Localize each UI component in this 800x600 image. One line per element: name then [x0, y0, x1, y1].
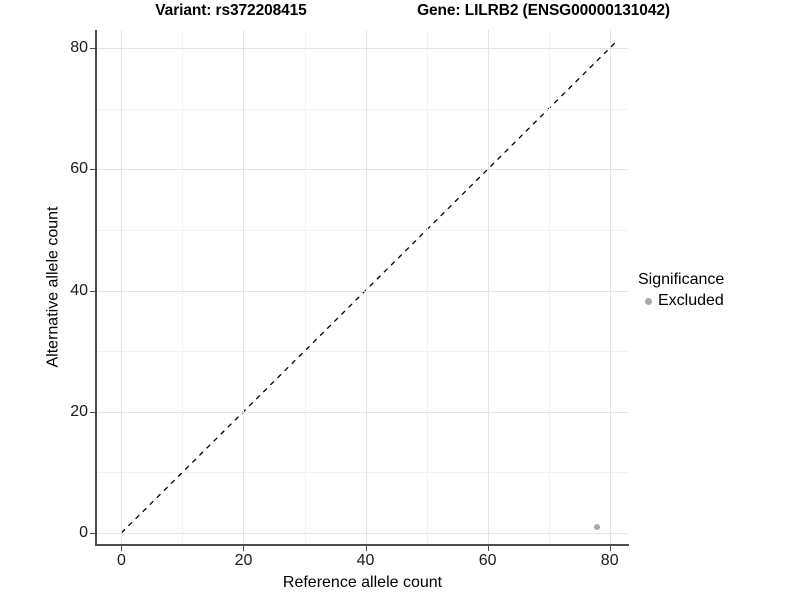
gridline-major-horizontal — [97, 411, 628, 413]
gridline-major-horizontal — [97, 532, 628, 534]
y-axis-tick-label: 20 — [70, 402, 88, 420]
x-axis-tick — [121, 546, 123, 551]
gridline-major-horizontal — [97, 290, 628, 292]
identity-reference-line — [120, 41, 617, 534]
gridline-minor-vertical — [426, 30, 428, 545]
x-axis-tick-label: 40 — [356, 552, 375, 569]
gridline-minor-horizontal — [97, 108, 628, 110]
gridline-minor-horizontal — [97, 351, 628, 353]
gridline-minor-vertical — [304, 30, 306, 545]
y-axis-tick-label: 40 — [70, 281, 88, 299]
gridline-minor-vertical — [548, 30, 550, 545]
x-axis-tick — [243, 546, 245, 551]
y-axis-tick — [90, 532, 95, 534]
gridline-minor-horizontal — [97, 472, 628, 474]
legend-point-icon — [638, 297, 658, 305]
gridline-major-vertical — [243, 30, 245, 545]
gridline-minor-vertical — [182, 30, 184, 545]
y-axis-tick — [90, 411, 95, 413]
legend-item[interactable]: Excluded — [638, 290, 796, 312]
y-axis-tick-label: 0 — [79, 523, 88, 541]
x-axis-tick — [609, 546, 611, 551]
legend-title: Significance — [638, 271, 725, 288]
x-axis-line — [95, 544, 629, 546]
legend: Significance Excluded — [638, 270, 796, 312]
y-axis-tick-label: 80 — [70, 39, 88, 57]
y-axis-tick — [90, 169, 95, 171]
x-axis-tick-label: 80 — [600, 552, 619, 569]
gridline-minor-horizontal — [97, 229, 628, 231]
x-axis-title: Reference allele count — [282, 574, 443, 591]
y-axis-title: Alternative allele count — [44, 206, 62, 368]
gene-title: Gene: LILRB2 (ENSG00000131042) — [417, 2, 670, 19]
y-axis-line — [95, 30, 97, 546]
plot-panel — [97, 30, 628, 545]
legend-items: Excluded — [638, 290, 796, 312]
gridline-major-vertical — [487, 30, 489, 545]
x-axis-tick — [487, 546, 489, 551]
gridline-major-vertical — [609, 30, 611, 545]
gridline-major-vertical — [121, 30, 123, 545]
x-axis-tick-label: 20 — [234, 552, 253, 569]
variant-title: Variant: rs372208415 — [155, 2, 307, 19]
x-axis-tick-label: 60 — [478, 552, 497, 569]
y-axis-tick-label: 60 — [70, 160, 88, 178]
y-axis-tick — [90, 48, 95, 50]
x-axis-tick — [365, 546, 367, 551]
scatter-point[interactable] — [594, 523, 601, 530]
gridline-major-vertical — [365, 30, 367, 545]
y-axis-tick — [90, 290, 95, 292]
x-axis-tick-label: 0 — [116, 552, 126, 569]
legend-item-label: Excluded — [658, 292, 724, 309]
gridline-major-horizontal — [97, 169, 628, 171]
chart-title-row: Variant: rs372208415 Gene: LILRB2 (ENSG0… — [96, 2, 716, 26]
gridline-major-horizontal — [97, 48, 628, 50]
